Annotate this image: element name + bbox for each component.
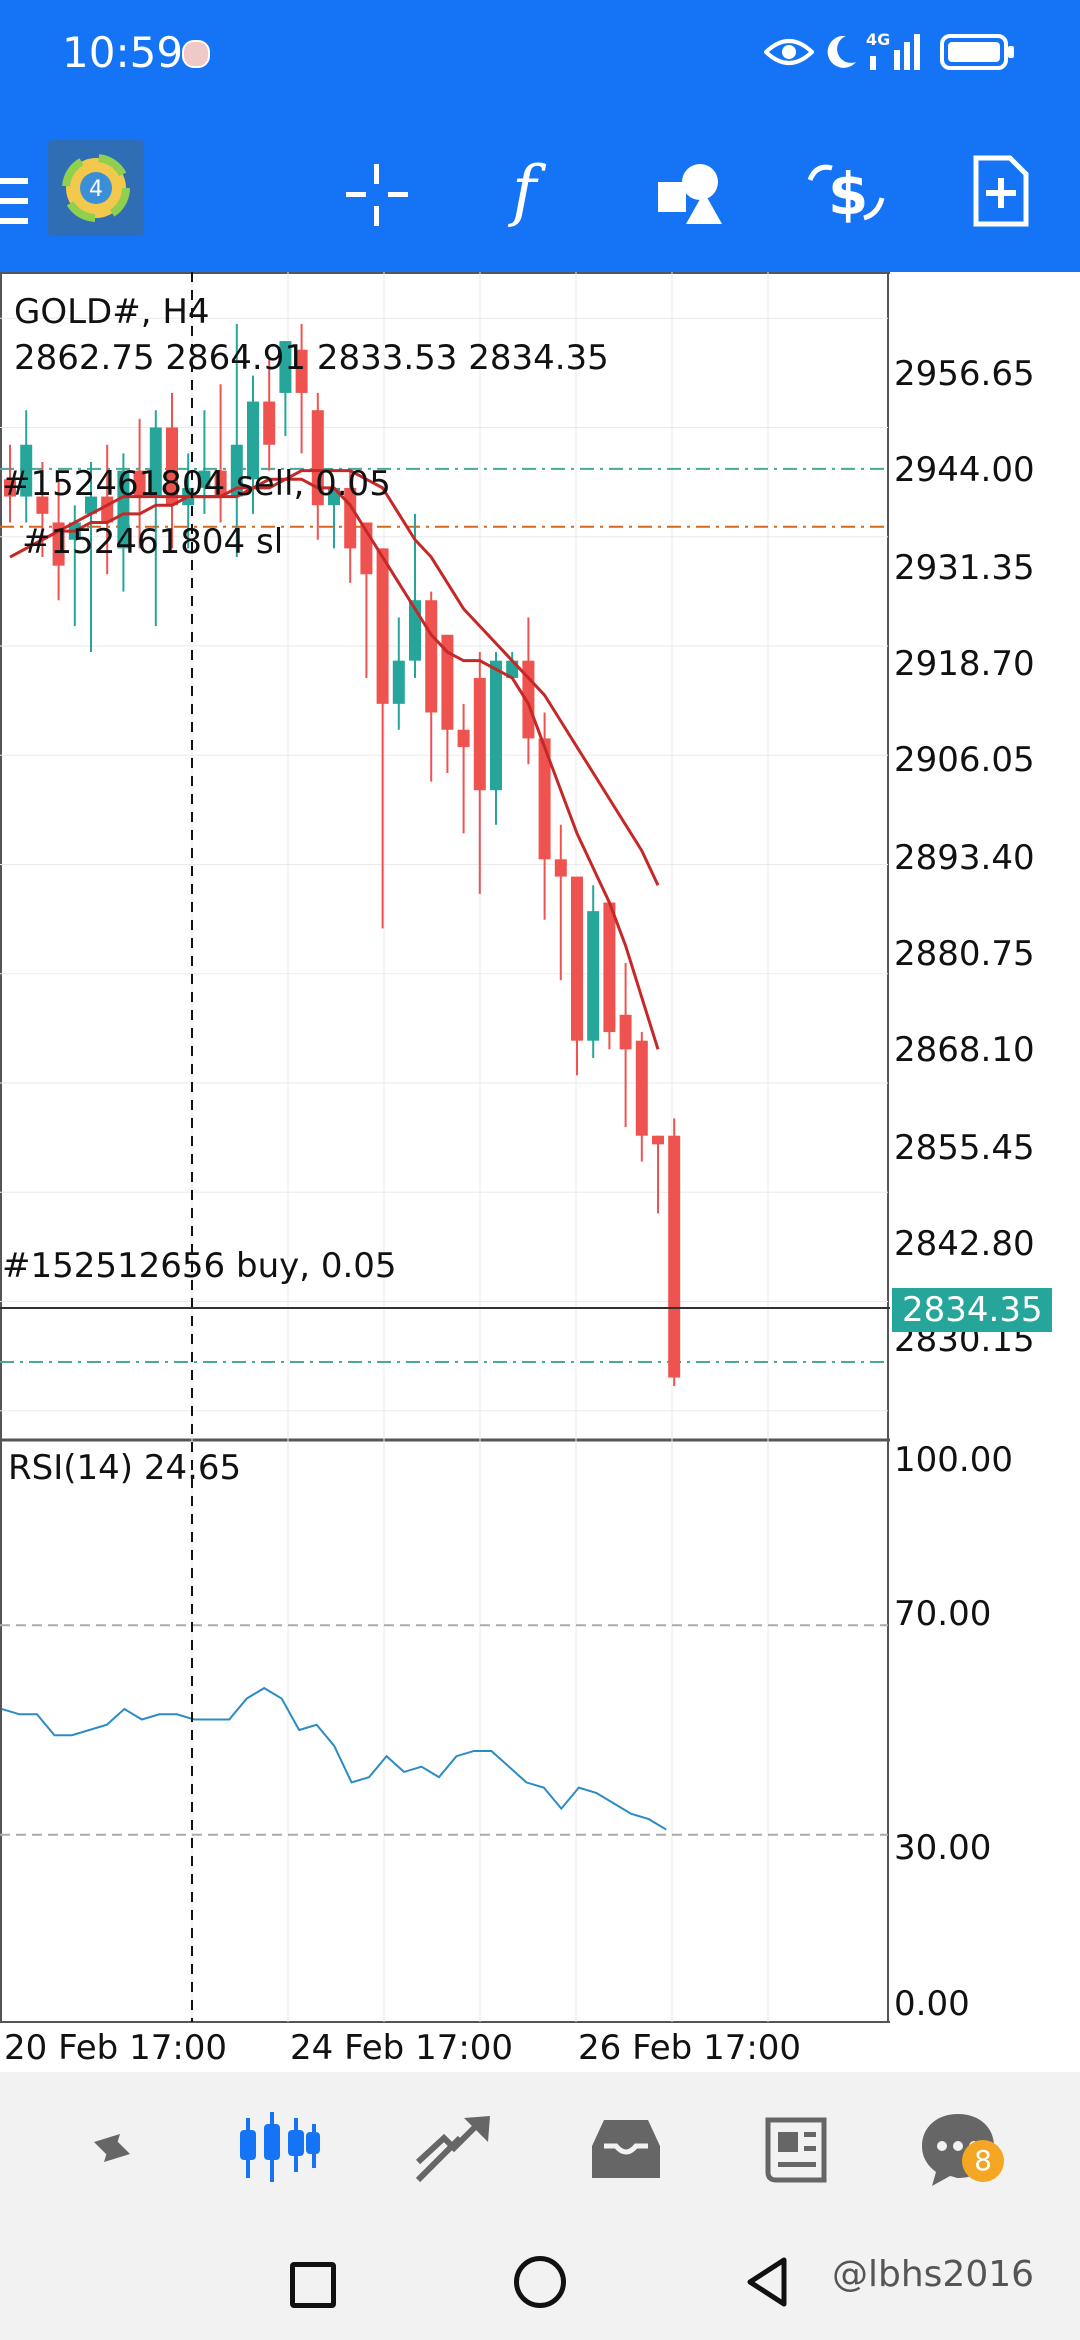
candle-body xyxy=(652,1136,664,1145)
candle xyxy=(522,617,534,764)
current-price-tag: 2834.35 xyxy=(892,1288,1052,1332)
candle xyxy=(425,592,437,782)
back-button[interactable] xyxy=(744,2256,792,2308)
candle xyxy=(620,963,632,1127)
symbol-label: GOLD#, H4 xyxy=(14,292,210,332)
rsi-axis-label: 30.00 xyxy=(894,1828,991,1868)
time-axis-label: 24 Feb 17:00 xyxy=(290,2028,513,2068)
candle-body xyxy=(425,600,437,712)
candle-body xyxy=(668,1136,680,1378)
toolbar: 4 f $ xyxy=(0,132,1080,272)
order-sell-label[interactable]: #152461804 sell, 0.05 xyxy=(2,464,391,504)
candle-body xyxy=(490,661,502,791)
svg-text:$: $ xyxy=(828,160,868,228)
price-axis-label: 2893.40 xyxy=(894,838,1035,878)
candle xyxy=(393,617,405,729)
rsi-axis-label: 70.00 xyxy=(894,1594,991,1634)
rsi-axis-label: 0.00 xyxy=(894,1984,970,2024)
candle xyxy=(587,885,599,1058)
watermark: @lbhs2016 xyxy=(832,2254,1034,2295)
price-axis-label: 2931.35 xyxy=(894,548,1035,588)
candle-body xyxy=(263,402,275,445)
crosshair-icon[interactable] xyxy=(344,162,410,228)
candle xyxy=(490,652,502,825)
candle-body xyxy=(458,730,470,747)
price-axis-label: 2944.00 xyxy=(894,450,1035,490)
trade-icon[interactable] xyxy=(414,2112,496,2184)
system-navigation: @lbhs2016 xyxy=(0,2222,1080,2340)
objects-icon[interactable] xyxy=(656,160,722,226)
history-icon[interactable] xyxy=(588,2114,664,2182)
order-buy-label[interactable]: #152512656 buy, 0.05 xyxy=(2,1246,397,1286)
candle-body xyxy=(603,903,615,1033)
signal-icon xyxy=(866,30,930,72)
svg-text:4: 4 xyxy=(89,177,103,202)
candle-body xyxy=(555,859,567,876)
candle xyxy=(377,548,389,928)
candle-body xyxy=(474,678,486,790)
candle xyxy=(474,652,486,894)
chart-area[interactable]: GOLD#, H4 2862.75 2864.91 2833.53 2834.3… xyxy=(0,272,1080,2072)
candle-body xyxy=(377,548,389,703)
eye-icon xyxy=(764,34,814,70)
metatrader-logo[interactable]: 4 xyxy=(48,140,144,236)
moon-icon xyxy=(820,32,860,72)
home-button[interactable] xyxy=(514,2256,566,2308)
candle xyxy=(652,1136,664,1214)
trade-icon[interactable]: $ xyxy=(806,158,886,230)
candle xyxy=(603,903,615,1050)
ohlc-label: 2862.75 2864.91 2833.53 2834.35 xyxy=(14,338,609,378)
time-axis-label: 20 Feb 17:00 xyxy=(4,2028,227,2068)
rsi-label: RSI(14) 24.65 xyxy=(8,1448,241,1488)
candle xyxy=(150,410,162,626)
candle-body xyxy=(587,911,599,1041)
candle-body xyxy=(393,661,405,704)
battery-icon xyxy=(940,34,1016,70)
indicators-icon[interactable]: f xyxy=(512,152,536,229)
chart-icon[interactable] xyxy=(240,2110,320,2186)
price-axis-label: 2868.10 xyxy=(894,1030,1035,1070)
price-axis-label: 2842.80 xyxy=(894,1224,1035,1264)
candle-body xyxy=(636,1041,648,1136)
price-axis-label: 2956.65 xyxy=(894,354,1035,394)
candle xyxy=(668,1118,680,1386)
candle-body xyxy=(571,877,583,1041)
rsi-axis-label: 100.00 xyxy=(894,1440,1013,1480)
status-bar: 10:59 4G xyxy=(0,0,1080,132)
candle xyxy=(571,877,583,1076)
time-axis-label: 26 Feb 17:00 xyxy=(578,2028,801,2068)
price-axis-label: 2906.05 xyxy=(894,740,1035,780)
order-sl-label[interactable]: #152461804 sl xyxy=(22,522,283,562)
news-icon[interactable] xyxy=(762,2110,838,2186)
candle xyxy=(555,825,567,980)
notification-icon xyxy=(182,40,210,68)
candle xyxy=(636,1032,648,1162)
price-axis-label: 2918.70 xyxy=(894,644,1035,684)
chat-badge: 8 xyxy=(962,2140,1004,2182)
price-axis-label: 2855.45 xyxy=(894,1128,1035,1168)
menu-icon[interactable] xyxy=(0,170,30,234)
candle xyxy=(360,522,372,677)
quotes-icon[interactable] xyxy=(72,2112,152,2184)
rsi-line xyxy=(2,1688,666,1829)
new-order-icon[interactable] xyxy=(972,154,1030,228)
status-time: 10:59 xyxy=(62,28,183,77)
recents-button[interactable] xyxy=(290,2262,336,2308)
candle xyxy=(458,704,470,834)
price-axis-label: 2880.75 xyxy=(894,934,1035,974)
candle-body xyxy=(620,1015,632,1050)
bottom-navigation: 8 xyxy=(0,2072,1080,2222)
